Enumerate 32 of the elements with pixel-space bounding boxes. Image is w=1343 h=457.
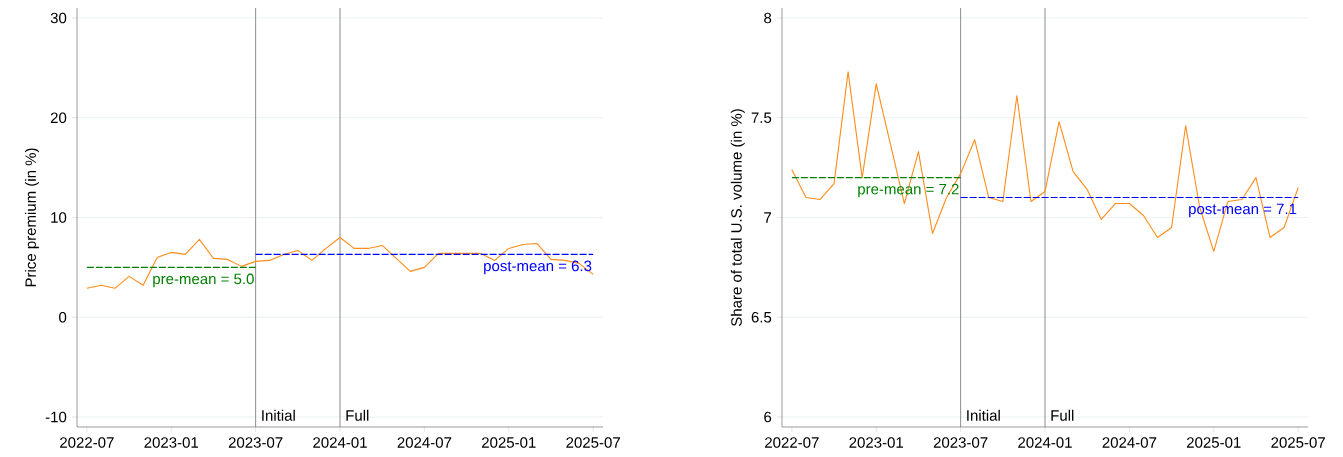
y-tick-label: 30: [50, 12, 67, 24]
y-tick-label: 6.5: [751, 311, 772, 323]
y-tick-label: 0: [59, 311, 67, 323]
x-tick-label: 2023-07: [228, 437, 283, 448]
x-tick-label: 2025-07: [566, 437, 620, 448]
y-axis-title: Share of total U.S. volume (in %): [730, 109, 745, 327]
y-tick-label: 10: [51, 212, 67, 223]
line-series: [791, 71, 1299, 252]
y-tick-label: 20: [50, 112, 67, 124]
x-tick-label: 2024-07: [1102, 437, 1157, 448]
y-tick-label: 6: [764, 411, 772, 423]
x-tick-label: 2023-01: [849, 437, 904, 448]
ref-line-label: Full: [1051, 409, 1074, 421]
ref-line-label: Initial: [967, 409, 1000, 421]
x-tick-label: 2025-01: [482, 437, 536, 448]
x-tick-label: 2022-07: [60, 437, 114, 448]
x-tick-label: 2024-01: [1018, 437, 1072, 448]
y-tick-label: 7.5: [751, 112, 772, 123]
series-label: pre-mean = 5.0: [153, 273, 254, 288]
ref-line-label: Full: [346, 409, 369, 421]
y-tick-label: 8: [764, 12, 772, 24]
x-tick-label: 2025-07: [1271, 437, 1325, 448]
x-tick-label: 2024-07: [397, 437, 452, 448]
ref-line-label: Initial: [262, 409, 295, 421]
y-tick-label: 7: [764, 212, 772, 223]
x-tick-label: 2023-01: [144, 437, 199, 448]
x-tick-label: 2022-07: [765, 437, 819, 448]
y-axis-title: Price premium (in %): [24, 148, 39, 287]
x-tick-label: 2025-01: [1187, 437, 1241, 448]
y-tick-label: -10: [45, 411, 67, 423]
x-tick-label: 2023-07: [933, 437, 988, 448]
x-tick-label: 2024-01: [313, 437, 367, 448]
